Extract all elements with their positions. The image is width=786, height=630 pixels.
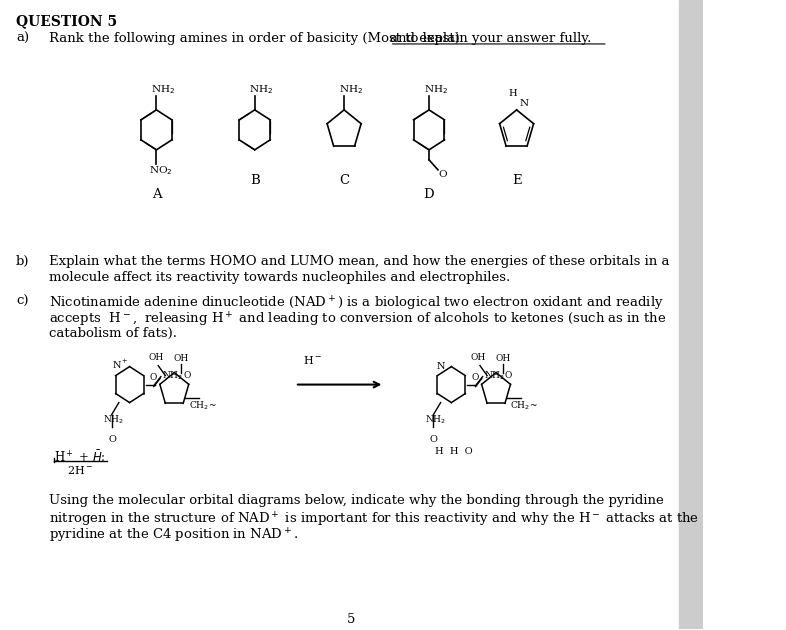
Text: N$^+$: N$^+$ <box>112 358 129 371</box>
Text: H$^-$: H$^-$ <box>303 353 322 365</box>
Text: O: O <box>149 372 156 382</box>
Text: Using the molecular orbital diagrams below, indicate why the bonding through the: Using the molecular orbital diagrams bel… <box>50 495 664 508</box>
Text: O: O <box>430 435 438 444</box>
Text: NH$_2$: NH$_2$ <box>424 83 448 96</box>
Text: NO$_2$: NO$_2$ <box>149 164 173 176</box>
Text: B: B <box>250 174 259 187</box>
Text: N: N <box>437 362 446 371</box>
Text: NH$_2$: NH$_2$ <box>249 83 274 96</box>
Text: O: O <box>108 435 116 444</box>
Text: accepts  H$^-$,  releasing H$^+$ and leading to conversion of alcohols to ketone: accepts H$^-$, releasing H$^+$ and leadi… <box>50 311 667 329</box>
Text: O: O <box>471 372 479 382</box>
Text: a): a) <box>16 32 29 45</box>
Text: O: O <box>183 371 190 380</box>
Text: H$^+$ + $\bar{H}$:: H$^+$ + $\bar{H}$: <box>53 450 105 465</box>
Text: O: O <box>505 371 512 380</box>
Bar <box>679 0 703 629</box>
Text: NH$_2$: NH$_2$ <box>483 369 505 382</box>
Text: OH: OH <box>496 353 511 363</box>
Text: D: D <box>424 188 435 201</box>
Text: 5: 5 <box>347 614 355 626</box>
Text: H: H <box>509 89 517 98</box>
Text: pyridine at the C4 position in NAD$^+$.: pyridine at the C4 position in NAD$^+$. <box>50 527 299 545</box>
Text: NH$_2$: NH$_2$ <box>424 413 446 426</box>
Text: c): c) <box>16 295 28 307</box>
Text: O: O <box>438 170 446 179</box>
Text: H  H  O: H H O <box>435 447 473 455</box>
Text: NH$_2$: NH$_2$ <box>339 83 363 96</box>
Text: Rank the following amines in order of basicity (Most to least): Rank the following amines in order of ba… <box>50 32 465 45</box>
Text: NH$_2$: NH$_2$ <box>151 83 175 96</box>
Text: catabolism of fats).: catabolism of fats). <box>50 326 177 340</box>
Text: Nicotinamide adenine dinucleotide (NAD$^+$) is a biological two electron oxidant: Nicotinamide adenine dinucleotide (NAD$^… <box>50 295 664 313</box>
Text: OH: OH <box>471 353 486 362</box>
Text: N: N <box>520 99 528 108</box>
Text: Explain what the terms HOMO and LUMO mean, and how the energies of these orbital: Explain what the terms HOMO and LUMO mea… <box>50 255 670 268</box>
Text: CH$_2$~: CH$_2$~ <box>510 399 538 412</box>
Text: and explain your answer fully.: and explain your answer fully. <box>390 32 591 45</box>
Text: b): b) <box>16 255 30 268</box>
Text: NH$_2$: NH$_2$ <box>103 413 124 426</box>
Text: nitrogen in the structure of NAD$^+$ is important for this reactivity and why th: nitrogen in the structure of NAD$^+$ is … <box>50 510 700 529</box>
Text: A: A <box>152 188 161 201</box>
Text: OH: OH <box>174 353 189 363</box>
Text: 2H$^-$: 2H$^-$ <box>67 464 93 476</box>
Text: OH: OH <box>149 353 164 362</box>
Text: E: E <box>512 174 521 187</box>
Text: CH$_2$~: CH$_2$~ <box>189 399 216 412</box>
Text: molecule affect its reactivity towards nucleophiles and electrophiles.: molecule affect its reactivity towards n… <box>50 271 510 284</box>
Text: C: C <box>339 174 349 187</box>
Text: NH$_2$: NH$_2$ <box>162 369 183 382</box>
Text: QUESTION 5: QUESTION 5 <box>16 14 117 28</box>
